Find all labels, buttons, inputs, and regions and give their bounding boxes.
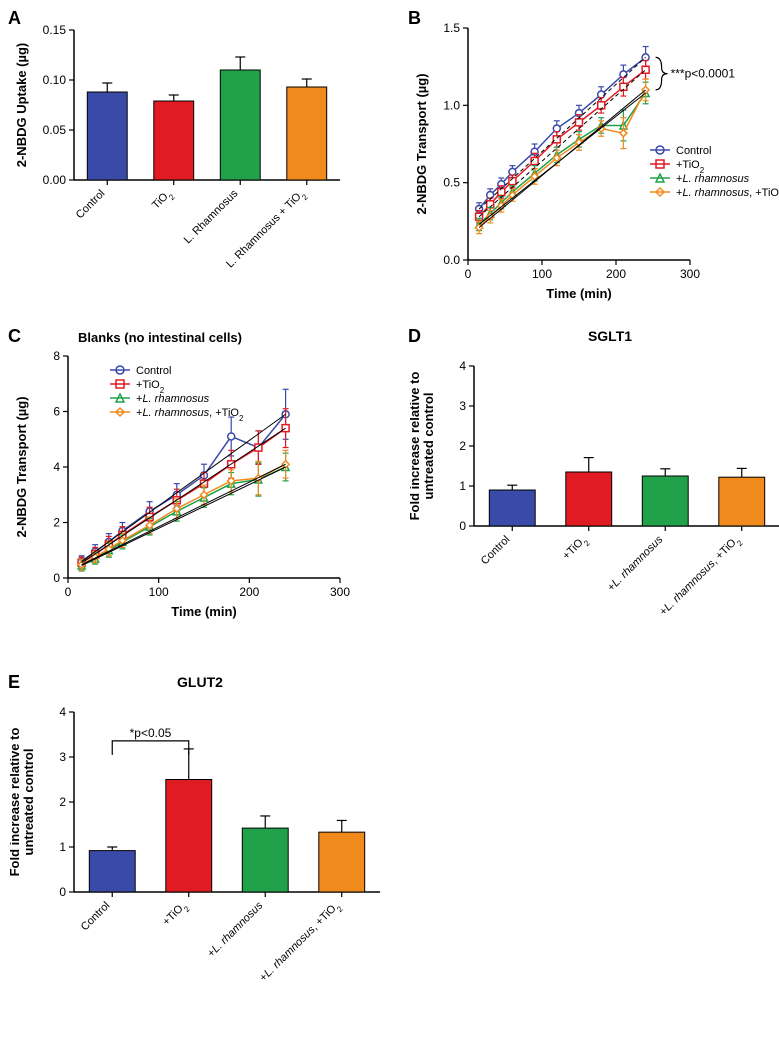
- svg-text:2: 2: [59, 795, 66, 809]
- svg-text:2: 2: [53, 516, 60, 530]
- svg-text:0: 0: [65, 585, 72, 599]
- svg-text:4: 4: [53, 460, 60, 474]
- svg-text:+L. rhamnosus: +L. rhamnosus: [205, 899, 266, 960]
- svg-text:Control: Control: [79, 900, 113, 934]
- svg-text:300: 300: [680, 267, 700, 281]
- svg-text:0.10: 0.10: [43, 73, 67, 87]
- svg-text:1: 1: [459, 479, 466, 493]
- svg-text:100: 100: [532, 267, 552, 281]
- svg-text:0.05: 0.05: [43, 123, 67, 137]
- panel-label-a: A: [8, 8, 21, 29]
- svg-text:0: 0: [59, 885, 66, 899]
- svg-text:1: 1: [59, 840, 66, 854]
- chart-a: 0.00 0.05 0.10 0.15 2-NBDG Uptake (µg) Contro…: [10, 10, 350, 310]
- panel-e: E GLUT2 01234Fold increase relative toun…: [10, 674, 390, 1022]
- panel-label-c: C: [8, 326, 21, 347]
- svg-text:300: 300: [330, 585, 350, 599]
- svg-text:0: 0: [53, 571, 60, 585]
- svg-text:+L. rhamnosus, +TiO2: +L. rhamnosus, +TiO2: [657, 533, 744, 620]
- svg-text:Control: Control: [676, 145, 711, 157]
- svg-text:Control: Control: [136, 365, 171, 377]
- svg-text:*p<0.05: *p<0.05: [130, 726, 172, 740]
- svg-text:untreated control: untreated control: [421, 393, 436, 500]
- panel-label-d: D: [408, 326, 421, 347]
- svg-text:100: 100: [149, 585, 169, 599]
- svg-text:+L. rhamnosus, +TiO2: +L. rhamnosus, +TiO2: [676, 187, 779, 203]
- svg-text:1.5: 1.5: [443, 21, 460, 35]
- panel-c: C 0 2 4 6 8 0 100 200 300 2-NBDG Transport (µg) Ti…: [10, 328, 390, 656]
- svg-text:0.5: 0.5: [443, 176, 460, 190]
- panel-title-d: SGLT1: [410, 328, 779, 344]
- chart-e: 01234Fold increase relative tountreated …: [10, 692, 390, 1022]
- panel-a: A 0.00 0.05 0.10 0.15 2-NBDG Uptake (µg) Cont…: [10, 10, 390, 310]
- svg-text:+L. rhamnosus: +L. rhamnosus: [676, 173, 750, 185]
- figure-grid: A 0.000.050.100.152-NBDG Uptake (µg)Cont…: [10, 10, 769, 1022]
- svg-text:2-NBDG Transport (µg): 2-NBDG Transport (µg): [414, 73, 429, 214]
- svg-text:8: 8: [53, 349, 60, 363]
- svg-text:0.15: 0.15: [43, 23, 67, 37]
- svg-text:L. Rhamnosus + TiO2: L. Rhamnosus + TiO2: [224, 187, 310, 273]
- svg-text:200: 200: [606, 267, 626, 281]
- svg-text:200: 200: [239, 585, 259, 599]
- svg-text:+L. rhamnosus, +TiO2: +L. rhamnosus, +TiO2: [257, 899, 344, 986]
- svg-text:3: 3: [59, 750, 66, 764]
- svg-text:+L. rhamnosus, +TiO2: +L. rhamnosus, +TiO2: [136, 407, 244, 423]
- svg-text:+L. rhamnosus: +L. rhamnosus: [605, 533, 666, 594]
- svg-text:4: 4: [59, 705, 66, 719]
- chart-c: 0 2 4 6 8 0 100 200 300 2-NBDG Transport (µg) Time…: [10, 328, 350, 628]
- svg-text:1.0: 1.0: [443, 98, 460, 112]
- svg-text:***p<0.0001: ***p<0.0001: [671, 67, 736, 81]
- svg-text:4: 4: [459, 359, 466, 373]
- svg-text:0.0: 0.0: [443, 253, 460, 267]
- svg-text:Control: Control: [74, 188, 108, 222]
- panel-label-e: E: [8, 672, 20, 693]
- svg-text:2-NBDG Uptake (µg): 2-NBDG Uptake (µg): [14, 43, 29, 168]
- svg-text:Blanks (no intestinal cells): Blanks (no intestinal cells): [78, 330, 242, 345]
- svg-text:TiO2: TiO2: [150, 187, 177, 214]
- svg-text:Control: Control: [479, 534, 513, 568]
- svg-text:+TiO2: +TiO2: [160, 899, 191, 930]
- svg-text:0: 0: [459, 519, 466, 533]
- svg-text:Time (min): Time (min): [546, 286, 612, 301]
- chart-d: 01234Fold increase relative tountreated …: [410, 346, 779, 656]
- svg-text:Time (min): Time (min): [171, 604, 237, 619]
- svg-text:6: 6: [53, 405, 60, 419]
- svg-text:2: 2: [459, 439, 466, 453]
- svg-text:+TiO2: +TiO2: [560, 533, 591, 564]
- svg-text:3: 3: [459, 399, 466, 413]
- panel-b: B 0.0 0.5 1.0 1.5 0 100 200 300 2-NBDG Transport…: [410, 10, 779, 310]
- panel-label-b: B: [408, 8, 421, 29]
- svg-text:0.00: 0.00: [43, 173, 67, 187]
- svg-text:L. Rhamnosus: L. Rhamnosus: [182, 187, 241, 246]
- svg-text:0: 0: [465, 267, 472, 281]
- svg-text:+L. rhamnosus: +L. rhamnosus: [136, 393, 210, 405]
- panel-title-e: GLUT2: [10, 674, 390, 690]
- svg-text:2-NBDG Transport (µg): 2-NBDG Transport (µg): [14, 396, 29, 537]
- panel-d: D SGLT1 01234Fold increase relative toun…: [410, 328, 779, 656]
- svg-text:untreated control: untreated control: [21, 749, 36, 856]
- chart-b: 0.0 0.5 1.0 1.5 0 100 200 300 2-NBDG Transport (…: [410, 10, 779, 310]
